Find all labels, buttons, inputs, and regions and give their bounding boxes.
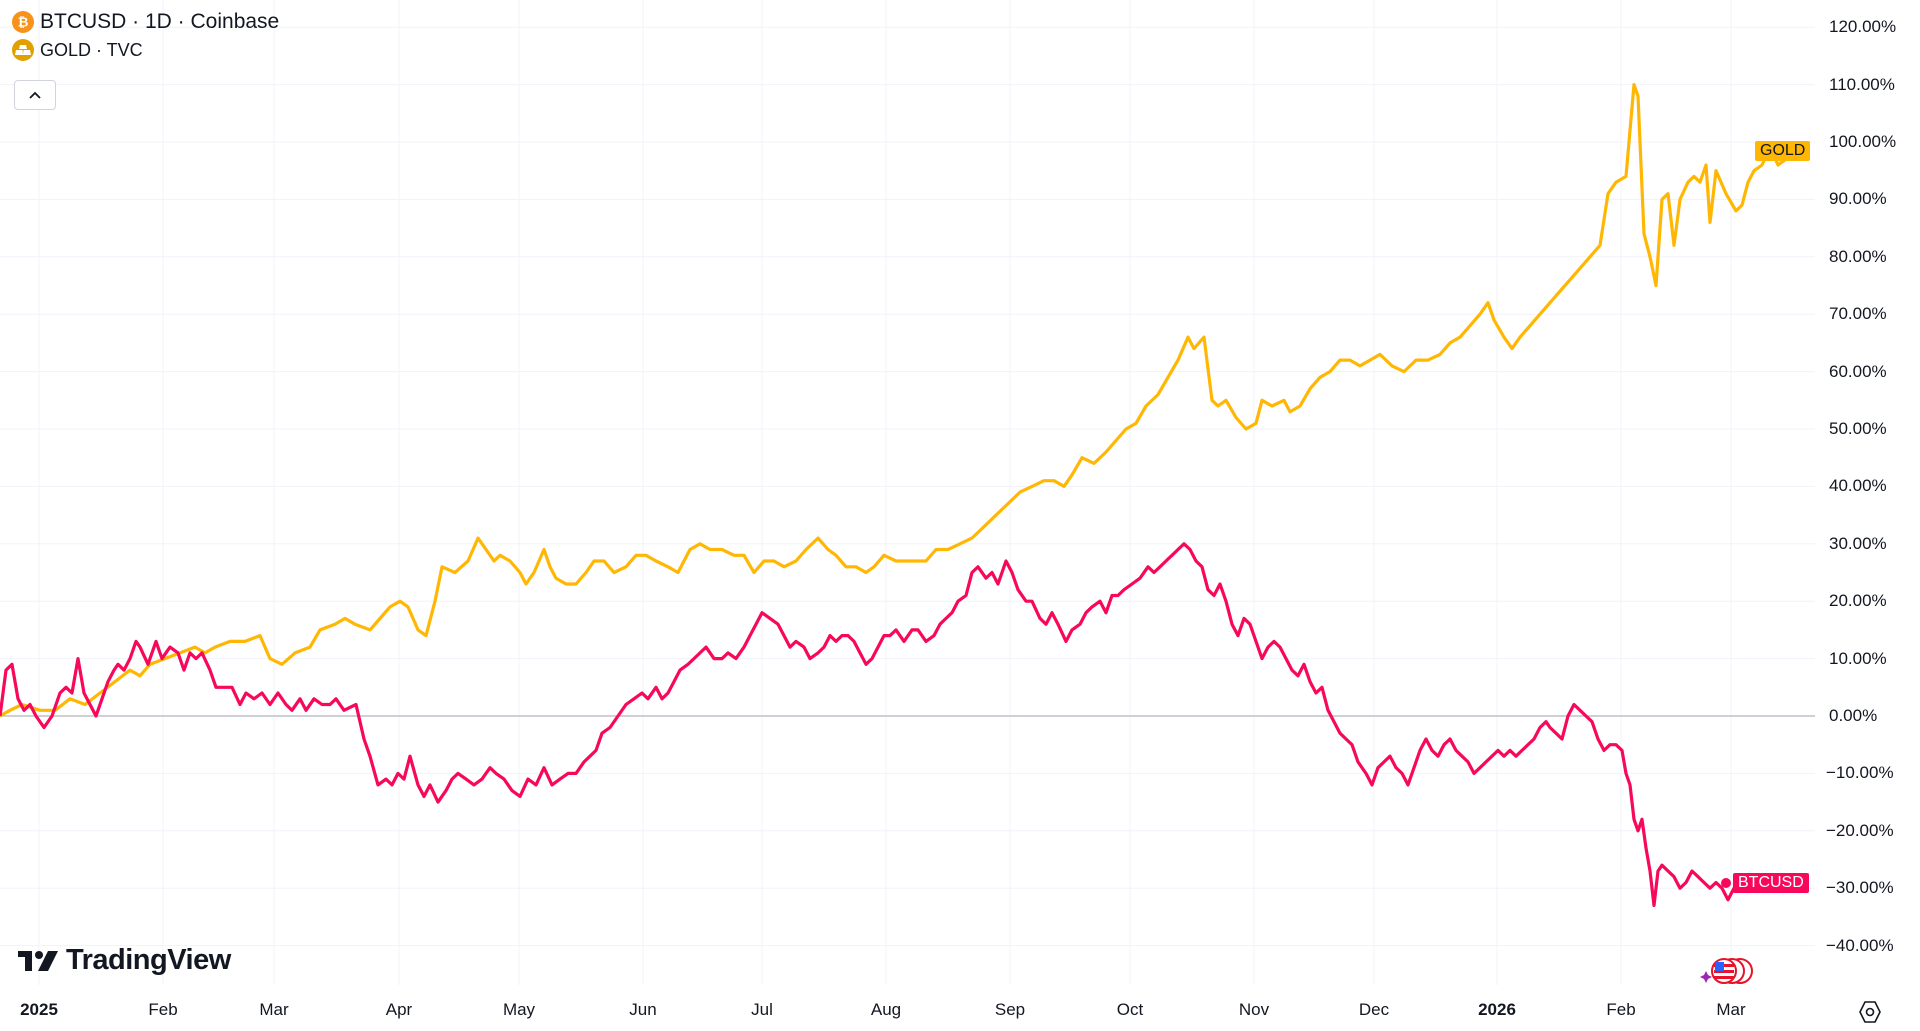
y-axis-label: 50.00% — [1829, 419, 1887, 438]
x-axis-label: Mar — [259, 1000, 289, 1019]
y-axis-label: 20.00% — [1829, 591, 1887, 611]
y-axis-label: 0.00% — [1829, 706, 1878, 725]
collapse-legend-button[interactable] — [14, 80, 56, 110]
x-axis-label: Apr — [385, 1000, 413, 1019]
x-axis-label: Oct — [1116, 1000, 1144, 1019]
y-axis-label: 70.00% — [1829, 304, 1887, 324]
x-axis-label: Feb — [148, 1000, 178, 1019]
gold-bars-icon — [12, 39, 34, 61]
x-axis-label: Mar — [1716, 1000, 1746, 1019]
legend-label-gold: GOLD · TVC — [40, 39, 143, 60]
tradingview-logo-text: TradingView — [66, 944, 231, 976]
btc-series-line[interactable] — [0, 542, 1746, 908]
economic-events-marker[interactable] — [1700, 955, 1760, 985]
x-axis-label: May — [502, 1000, 536, 1019]
x-axis-label: 2026 — [1478, 1000, 1516, 1019]
grid-lines — [0, 0, 1815, 985]
x-axis-label: Aug — [870, 1000, 902, 1019]
x-axis-label: Jun — [629, 1000, 657, 1019]
bitcoin-icon: ₿ — [12, 11, 34, 33]
y-axis-label: 100.00% — [1829, 132, 1897, 151]
y-axis-label: 30.00% — [1829, 533, 1887, 553]
x-axis-label: 2025 — [20, 1000, 58, 1019]
y-axis-label: 110.00% — [1829, 74, 1895, 94]
y-axis-label: −20.00% — [1826, 820, 1894, 840]
y-axis-label: 60.00% — [1829, 361, 1887, 381]
y-axis-label: 80.00% — [1829, 246, 1887, 266]
y-axis-label: −30.00% — [1826, 878, 1894, 898]
series-legend: ₿ BTCUSD · 1D · Coinbase GOLD · TVC — [12, 8, 279, 64]
legend-label-btcusd: BTCUSD · 1D · Coinbase — [40, 10, 280, 33]
gold-series-line[interactable] — [0, 82, 1787, 718]
x-axis-label: Dec — [1358, 1000, 1390, 1019]
y-axis-label: −10.00% — [1826, 763, 1894, 783]
x-axis-label: Feb — [1606, 1000, 1636, 1019]
economic-events-us-flag-icon — [1700, 958, 1753, 984]
x-axis-label: Sep — [994, 1000, 1026, 1019]
y-axis-label: 40.00% — [1829, 476, 1887, 496]
legend-row-btcusd[interactable]: ₿ BTCUSD · 1D · Coinbase — [12, 8, 279, 36]
chart-settings-button[interactable] — [1856, 998, 1884, 1026]
y-axis-label: −40.00% — [1826, 935, 1894, 955]
btc-last-point — [1721, 878, 1731, 888]
tradingview-logo[interactable]: TradingView — [18, 944, 231, 977]
tradingview-logo-icon — [18, 950, 58, 971]
legend-row-gold[interactable]: GOLD · TVC — [12, 36, 279, 64]
svg-text:₿: ₿ — [18, 15, 29, 29]
settings-hexagon-icon — [1859, 1001, 1881, 1023]
gold-price-tag: GOLD — [1755, 141, 1811, 161]
chevron-up-icon — [29, 91, 41, 99]
y-axis-label: 120.00% — [1829, 17, 1897, 37]
btc-price-tag: BTCUSD — [1733, 873, 1809, 893]
y-axis-label: 10.00% — [1829, 648, 1887, 668]
y-axis-label: 90.00% — [1829, 189, 1887, 209]
x-axis-label: Nov — [1238, 1000, 1270, 1019]
x-axis-label: Jul — [751, 1000, 773, 1019]
